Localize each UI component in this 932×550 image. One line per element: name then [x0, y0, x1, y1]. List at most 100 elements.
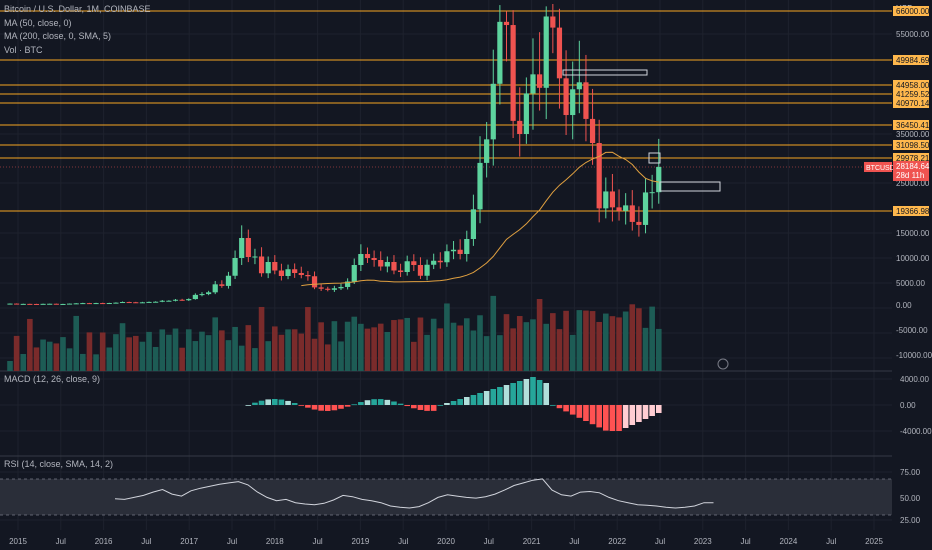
ma-line: [301, 151, 659, 287]
volume-bar: [583, 310, 589, 371]
macd-bar: [483, 391, 490, 405]
volume-bar: [80, 353, 86, 371]
candle-body: [437, 260, 443, 263]
level-tag: [893, 153, 929, 163]
macd-bar: [470, 395, 477, 405]
macd-bar: [358, 402, 364, 405]
time-tick-label: 2021: [523, 537, 541, 546]
candle-body: [278, 270, 285, 276]
level-tag: [893, 80, 929, 90]
volume-bar: [53, 343, 60, 371]
volume-bar: [437, 328, 444, 371]
volume-bar: [516, 316, 523, 371]
candle-body: [305, 275, 311, 277]
volume-bar: [450, 322, 457, 371]
macd-bar: [245, 405, 252, 406]
macd-bar: [609, 405, 616, 431]
volume-bar: [265, 341, 271, 371]
macd-bar: [351, 404, 358, 406]
volume-bar: [86, 332, 93, 371]
macd-bar: [576, 405, 583, 418]
volume-bar: [576, 310, 583, 371]
candle-body: [603, 191, 609, 209]
macd-bar: [463, 397, 470, 405]
macd-bar: [384, 399, 391, 405]
macd-bar: [642, 405, 649, 419]
macd-bar: [596, 405, 602, 428]
volume-bar: [424, 334, 430, 371]
time-tick-label: 2024: [780, 537, 798, 546]
countdown-label: 28d 11h: [896, 171, 924, 180]
rsi-pane: [0, 478, 892, 516]
candle-body: [563, 78, 569, 116]
time-tick-label: Jul: [569, 537, 579, 546]
candle-body: [53, 303, 59, 305]
price-tick-label: 10000.00: [896, 254, 930, 263]
volume-bar: [285, 329, 291, 371]
volume-bar: [616, 317, 622, 371]
macd-bar: [252, 402, 258, 405]
volume-bar: [523, 322, 530, 371]
macd-bar: [510, 383, 516, 405]
candle-body: [583, 82, 589, 119]
macd-bar: [589, 405, 596, 425]
candle-body: [73, 303, 79, 305]
time-tick-label: 2017: [180, 537, 198, 546]
candle-body: [616, 207, 622, 211]
candle-body: [47, 303, 53, 305]
candle-body: [219, 284, 225, 286]
macd-bar: [477, 393, 483, 405]
time-tick-label: 2022: [608, 537, 626, 546]
candle-body: [424, 264, 430, 276]
volume-bar: [384, 331, 391, 371]
volume-bar: [7, 361, 13, 371]
candle-body: [159, 300, 165, 302]
macd-bar: [450, 401, 457, 405]
macd-bar: [311, 405, 318, 410]
volume-label: Vol · BTC: [4, 44, 43, 55]
volume-bar: [543, 323, 550, 371]
volume-bar: [152, 346, 159, 371]
level-tag: [893, 206, 929, 216]
volume-bar: [324, 344, 331, 371]
candle-body: [384, 262, 390, 267]
candle-body: [292, 269, 298, 273]
candle-body: [345, 281, 351, 287]
candle-body: [543, 16, 549, 88]
level-tag: [893, 98, 929, 108]
macd-bar: [530, 377, 536, 405]
volume-bar: [106, 347, 113, 371]
volume-bar: [463, 318, 470, 371]
rsi-tick-label: 25.00: [900, 516, 921, 525]
rsi-tick-label: 50.00: [900, 494, 921, 503]
candle-body: [477, 162, 483, 210]
volume-bar: [344, 321, 351, 371]
candle-body: [86, 303, 93, 305]
horizontal-levels: [0, 10, 892, 212]
level-tag-label: 29978.21: [896, 154, 930, 163]
candle-body: [497, 21, 503, 84]
candle-body: [258, 256, 265, 274]
volume-bar: [66, 348, 73, 371]
volume-bar: [503, 314, 510, 371]
volume-bar: [490, 295, 497, 371]
time-tick-label: Jul: [826, 537, 836, 546]
replay-icon: [717, 358, 729, 370]
candle-body: [570, 89, 576, 116]
macd-bar: [344, 405, 351, 407]
candle-body: [642, 192, 649, 225]
level-tag-label: 49984.69: [896, 56, 930, 65]
time-tick-label: Jul: [398, 537, 408, 546]
candle-body: [239, 238, 245, 258]
volume-bar: [166, 334, 172, 371]
volume-bar: [351, 316, 358, 371]
candle-body: [596, 143, 602, 209]
range-box: [659, 181, 721, 192]
candle-body: [464, 239, 470, 254]
macd-bar: [377, 399, 384, 405]
candle-body: [378, 260, 384, 267]
macd-bar: [649, 405, 655, 416]
volume-bar: [272, 326, 278, 371]
level-tag-label: 31098.50: [896, 141, 930, 150]
